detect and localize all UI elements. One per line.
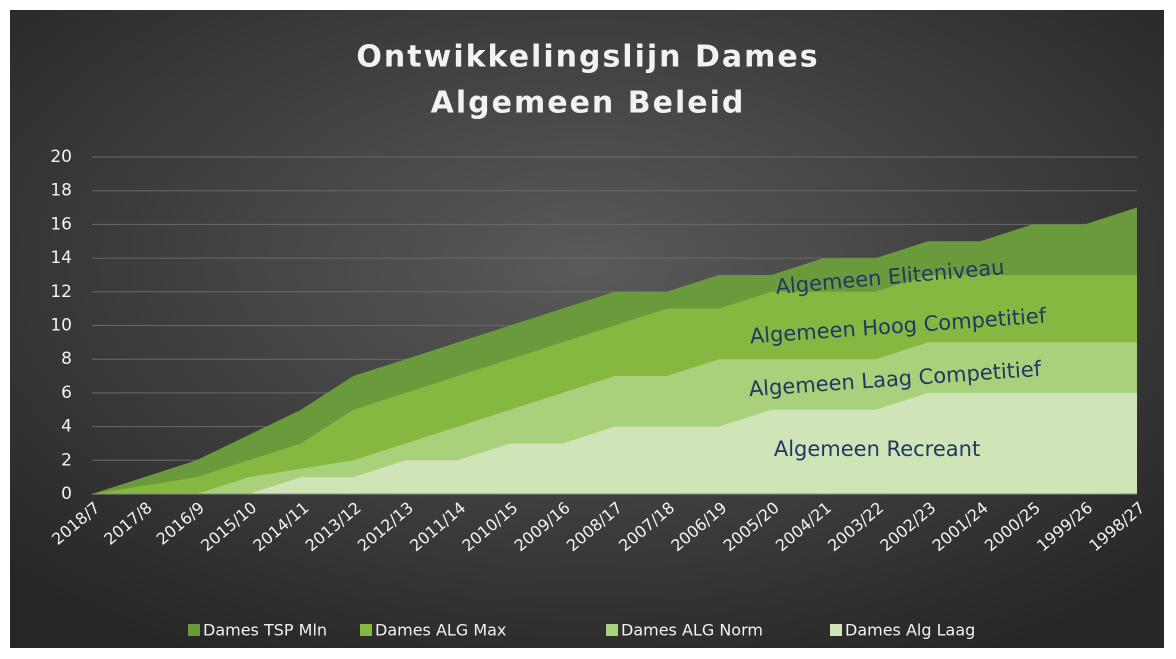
- legend-label: Dames Alg Laag: [845, 621, 975, 640]
- y-tick-label: 16: [50, 214, 72, 234]
- y-tick-label: 6: [61, 383, 72, 403]
- legend-swatch: [188, 624, 200, 636]
- y-tick-label: 0: [61, 484, 72, 504]
- legend-label: Dames ALG Norm: [621, 621, 763, 640]
- legend-label: Dames TSP Mln: [203, 621, 327, 640]
- y-tick-label: 14: [50, 248, 72, 268]
- legend-label: Dames ALG Max: [375, 621, 506, 640]
- legend-swatch: [360, 624, 372, 636]
- annotation: Algemeen Recreant: [774, 437, 980, 461]
- legend-swatch: [606, 624, 618, 636]
- chart-title: Algemeen Beleid: [431, 86, 746, 121]
- chart-title: Ontwikkelingslijn Dames: [356, 40, 819, 75]
- y-tick-label: 18: [50, 181, 72, 201]
- y-tick-label: 10: [50, 316, 72, 336]
- y-tick-label: 2: [61, 450, 72, 470]
- y-tick-label: 8: [61, 349, 72, 369]
- area: [92, 392, 1137, 494]
- y-tick-label: 12: [50, 282, 72, 302]
- y-tick-label: 20: [50, 147, 72, 167]
- legend-swatch: [830, 624, 842, 636]
- y-tick-label: 4: [61, 417, 72, 437]
